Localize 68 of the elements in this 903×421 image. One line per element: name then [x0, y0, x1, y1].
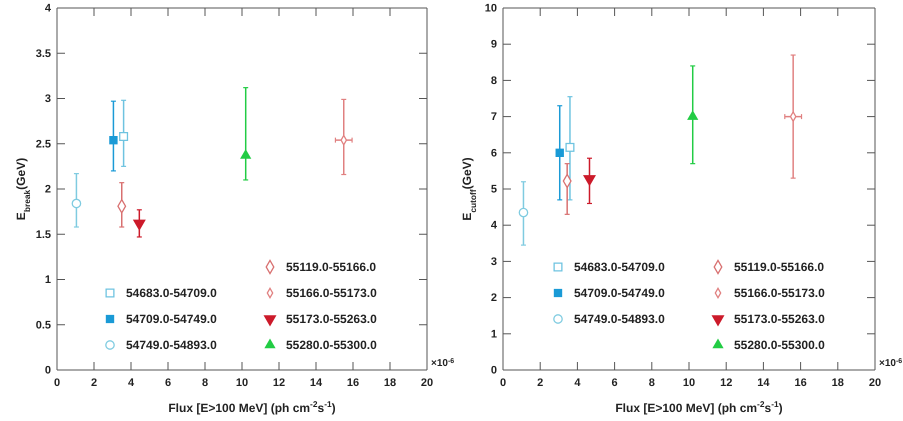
x-tick-label: 14	[757, 376, 770, 389]
y-tick-label: 6	[490, 147, 497, 160]
x-tick-label: 4	[128, 376, 135, 389]
y-tick-label: 1.5	[36, 228, 51, 241]
legend-label: 54683.0-54709.0	[574, 260, 666, 274]
y-tick-label: 0	[490, 364, 497, 377]
y-tick-label: 8	[490, 74, 497, 87]
y-tick-label: 9	[490, 38, 497, 51]
point	[688, 110, 698, 120]
point	[556, 148, 564, 157]
x-tick-label: 12	[272, 376, 286, 389]
text: ×10$^{-6}$	[431, 358, 454, 369]
legend-label: 55119.0-55166.0	[734, 260, 824, 274]
legend-label: 54683.0-54709.0	[126, 286, 218, 300]
x-tick-label: 16	[794, 376, 807, 389]
x-tick-label: 10	[236, 376, 248, 389]
x-tick-label: 14	[310, 376, 323, 389]
legend-label: 55173.0-55263.0	[286, 312, 378, 326]
y-tick-label: 4	[44, 2, 52, 15]
y-tick-label: 2	[490, 292, 497, 304]
legend-label: 55166.0-55173.0	[286, 286, 378, 300]
legend-label: 54709.0-54749.0	[574, 286, 666, 300]
point	[72, 198, 82, 208]
y-tick-label: 3	[44, 93, 51, 106]
x-tick-label: 2	[537, 376, 544, 389]
x-axis-title: Flux [E>100 MeV] (ph cm$^{-2}$s$^{-1}$)	[168, 399, 336, 415]
x-axis-title: Flux [E>100 MeV] (ph cm$^{-2}$s$^{-1}$)	[615, 399, 783, 415]
y-tick-label: 5	[490, 184, 497, 196]
x-tick-label: 0	[54, 376, 60, 389]
x-tick-label: 18	[384, 376, 396, 389]
legend-label: 55173.0-55263.0	[734, 312, 826, 326]
y-tick-label: 0.5	[36, 319, 51, 332]
text: ×10$^{-6}$	[879, 358, 902, 369]
legend-label: 55280.0-55300.0	[734, 338, 826, 352]
legend-label: 54749.0-54893.0	[574, 312, 666, 326]
y-tick-label: 1	[490, 328, 497, 340]
y-tick-label: 2	[44, 184, 51, 196]
point	[240, 150, 251, 159]
x-tick-label: 6	[612, 376, 618, 389]
legend-label: 55119.0-55166.0	[286, 260, 376, 274]
x-tick-label: 20	[868, 376, 882, 389]
y-tick-label: 10	[484, 2, 497, 15]
x-tick-label: 20	[420, 376, 434, 389]
x-tick-label: 10	[682, 376, 696, 389]
x-tick-label: 2	[90, 376, 98, 389]
y-tick-label: 2.5	[36, 138, 51, 150]
legend-label: 55280.0-55300.0	[286, 338, 378, 352]
point	[119, 132, 128, 142]
y-tick-label: 7	[490, 111, 497, 124]
point	[565, 142, 574, 152]
x-tick-label: 16	[346, 376, 360, 389]
y-tick-label: 4	[490, 220, 498, 232]
legend-label: 54709.0-54749.0	[126, 312, 218, 326]
x-tick-label: 12	[720, 376, 732, 389]
x-tick-label: 18	[832, 376, 844, 389]
x-tick-label: 0	[500, 376, 506, 389]
point	[518, 208, 528, 218]
x-tick-label: 8	[648, 376, 655, 389]
legend-label: 55166.0-55173.0	[734, 286, 826, 300]
y-tick-label: 3	[490, 256, 497, 268]
y-tick-label: 0	[44, 364, 51, 377]
y-tick-label: 3.5	[36, 48, 51, 60]
x-tick-label: 4	[574, 376, 582, 389]
y-tick-label: 1	[44, 274, 51, 286]
x-tick-label: 6	[164, 376, 172, 389]
point	[109, 136, 118, 144]
legend-label: 54749.0-54893.0	[126, 338, 218, 352]
x-tick-label: 8	[202, 376, 208, 389]
